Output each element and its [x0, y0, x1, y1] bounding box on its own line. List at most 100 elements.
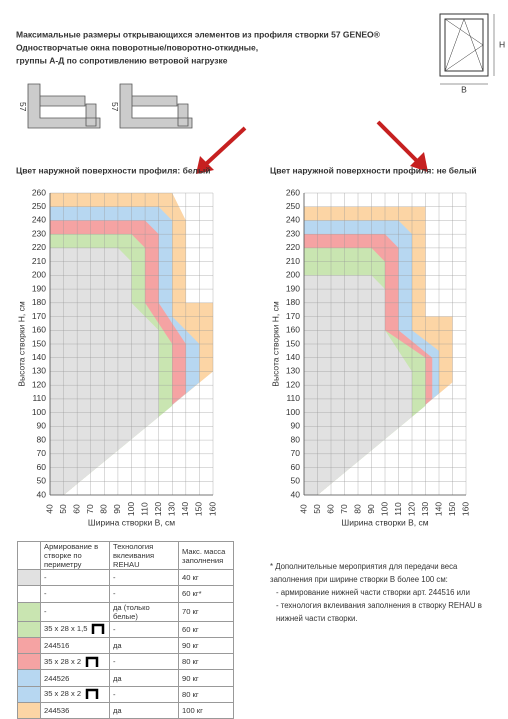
reinforcement: 35 x 28 x 2 [40, 653, 110, 671]
table-row: - да (только белые) 70 кг [17, 601, 234, 622]
profile-icon [85, 689, 99, 700]
technology: - [109, 653, 179, 671]
y-tick-label: 130 [32, 366, 46, 376]
technology: - [109, 620, 179, 638]
y-tick-label: 250 [286, 201, 300, 211]
y-tick-label: 40 [37, 489, 47, 499]
y-tick-label: 160 [286, 325, 300, 335]
x-tick-label: 130 [420, 502, 430, 516]
header-cell: Макс. масса заполнения [178, 541, 234, 570]
y-tick-label: 190 [32, 283, 46, 293]
mass: 80 кг [178, 653, 234, 671]
y-tick-label: 210 [286, 256, 300, 266]
x-tick-label: 110 [393, 502, 403, 516]
x-tick-label: 160 [460, 502, 470, 516]
y-tick-label: 100 [32, 407, 46, 417]
mass: 70 кг [178, 601, 234, 622]
y-tick-label: 90 [291, 421, 301, 431]
table-row: - -60 кг* [17, 585, 234, 603]
x-tick-label: 110 [139, 502, 149, 516]
profile-label: 57 [110, 102, 120, 112]
color-swatch [17, 585, 41, 603]
y-tick-label: 70 [37, 448, 47, 458]
y-tick-label: 230 [32, 228, 46, 238]
y-tick-label: 240 [32, 215, 46, 225]
reinforcement: - [40, 585, 110, 603]
y-tick-label: 120 [286, 379, 300, 389]
x-tick-label: 40 [44, 504, 54, 514]
mass: 40 кг [178, 568, 234, 587]
title: Максимальные размеры открывающихся элеме… [16, 29, 381, 39]
y-tick-label: 260 [286, 187, 300, 197]
color-swatch [17, 653, 41, 671]
technology: да [109, 702, 179, 719]
notes: * Дополнительные мероприятия для передач… [270, 560, 482, 625]
y-tick-label: 210 [32, 256, 46, 266]
y-tick-label: 50 [291, 476, 301, 486]
y-tick-label: 60 [37, 462, 47, 472]
subtitle: Одностворчатые окна поворотные/поворотно… [16, 42, 258, 52]
y-tick-label: 250 [32, 201, 46, 211]
x-tick-label: 60 [71, 504, 81, 514]
x-tick-label: 120 [406, 502, 416, 516]
x-tick-label: 80 [352, 504, 362, 514]
table-row: 244526 да 90 кг [17, 669, 234, 687]
x-tick-label: 130 [167, 502, 177, 516]
color-swatch [17, 568, 41, 587]
x-tick-label: 90 [366, 504, 376, 514]
table-row: 35 x 28 x 2-80 кг [17, 685, 234, 704]
table-row: 244536 да 100 кг [17, 702, 234, 719]
table-header: Армирование в створке по периметру Технол… [17, 541, 234, 570]
chart-title: Цвет наружной поверхности профиля: не бе… [270, 165, 477, 175]
y-tick-label: 260 [32, 187, 46, 197]
x-tick-label: 140 [433, 502, 443, 516]
technology: да [109, 636, 179, 655]
technology: - [109, 685, 179, 704]
x-tick-label: 40 [298, 504, 308, 514]
reinforcement: 244526 [40, 669, 110, 687]
x-tick-label: 140 [180, 502, 190, 516]
table-row: 35 x 28 x 2-80 кг [17, 653, 234, 671]
table-row: 35 x 28 x 1,5-60 кг [17, 620, 234, 638]
y-tick-label: 70 [291, 448, 301, 458]
arrow [196, 120, 428, 174]
y-tick-label: 240 [286, 215, 300, 225]
y-tick-label: 180 [32, 297, 46, 307]
y-tick-label: 80 [37, 434, 47, 444]
y-tick-label: 220 [32, 242, 46, 252]
reinforcement: - [40, 568, 110, 587]
technology: - [109, 585, 179, 603]
x-tick-label: 100 [126, 502, 136, 516]
chart-title: Цвет наружной поверхности профиля: белый [16, 165, 210, 175]
y-tick-label: 170 [32, 311, 46, 321]
table: Армирование в створке по периметру Технол… [17, 541, 234, 719]
note-line: заполнения при ширине створки B более 10… [270, 575, 448, 584]
x-axis-label: Ширина створки B, см [341, 517, 428, 527]
y-tick-label: 150 [286, 338, 300, 348]
y-tick-label: 160 [32, 325, 46, 335]
x-tick-label: 100 [379, 502, 389, 516]
y-tick-label: 90 [37, 421, 47, 431]
reinforcement: 35 x 28 x 2 [40, 685, 110, 704]
note-line: нижней части створки. [276, 614, 358, 623]
note-line: * Дополнительные мероприятия для передач… [270, 562, 458, 571]
mass: 90 кг [178, 669, 234, 687]
y-axis-label: Высота створки H, см [16, 301, 26, 387]
header-cell: Технология вклеивания REHAU [109, 541, 179, 570]
technology: да [109, 669, 179, 687]
y-tick-label: 40 [291, 489, 301, 499]
note-line: - армирование нижней части створки арт. … [276, 588, 470, 597]
x-tick-label: 50 [312, 504, 322, 514]
y-tick-label: 130 [286, 366, 300, 376]
color-swatch [17, 685, 41, 704]
table-row: - -40 кг [17, 568, 234, 587]
y-tick-label: 150 [32, 338, 46, 348]
x-tick-label: 50 [58, 504, 68, 514]
technology: да (только белые) [109, 601, 179, 622]
mass: 100 кг [178, 702, 234, 719]
y-tick-label: 50 [37, 476, 47, 486]
subtitle: группы А-Д по сопротивлению ветровой наг… [16, 55, 228, 65]
y-tick-label: 60 [291, 462, 301, 472]
x-tick-label: 120 [153, 502, 163, 516]
